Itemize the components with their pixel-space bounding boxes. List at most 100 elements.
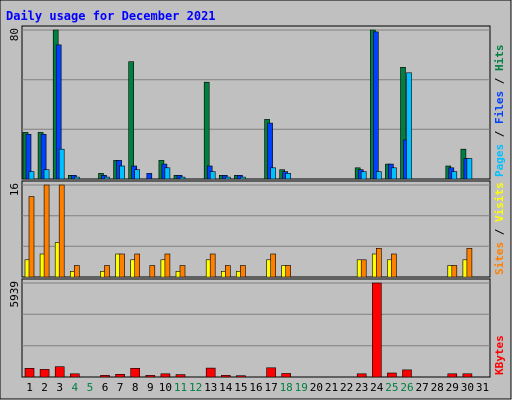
bar-kbytes-kbytes-18	[281, 373, 292, 378]
bar-visits-sites-6	[104, 265, 110, 278]
x-tick-label: 17	[264, 381, 277, 394]
bar-kbytes-kbytes-26	[402, 369, 412, 378]
x-tick-label: 19	[295, 381, 308, 394]
bar-kbytes-kbytes-29	[447, 373, 458, 378]
bar-kbytes-kbytes-15	[236, 375, 246, 378]
x-tick-label: 7	[117, 381, 124, 394]
x-tick-label: 14	[219, 381, 233, 394]
bar-hits-files-1	[25, 134, 32, 180]
x-tick-label: 24	[370, 381, 384, 394]
bar-kbytes-kbytes-2	[39, 369, 50, 378]
x-tick-label: 25	[385, 381, 398, 394]
bar-kbytes-kbytes-23	[356, 373, 367, 378]
chart-panels: 80 Pages / Files / Hits 16 Sites / Visits 59…	[8, 25, 506, 378]
x-tick-label: 5	[87, 381, 94, 394]
bar-visits-sites-24	[375, 248, 382, 278]
bar-hits-pages-2	[43, 169, 50, 180]
axis-label-part: Pages	[493, 144, 506, 177]
bar-kbytes-kbytes-9	[145, 375, 156, 378]
x-tick-label: 6	[102, 381, 109, 394]
x-tick-label: 16	[249, 381, 262, 394]
bar-hits-files-24	[372, 31, 379, 180]
bar-visits-sites-30	[466, 248, 473, 278]
bar-visits-sites-3	[58, 184, 65, 278]
panel-kbytes: 5939 KBytes	[8, 278, 506, 378]
bar-kbytes-kbytes-11	[175, 374, 186, 378]
x-tick-label: 13	[204, 381, 217, 394]
axis-label-part: Files	[493, 91, 506, 124]
x-axis-labels: 1 2 3 4 5 6 7 8 9 10 11 12 13 14 15 16 17 18 19 20 21 22 23 24 2…	[26, 381, 489, 394]
axis-label-visits: Sites / Visits	[493, 182, 506, 275]
y-max-label: 80	[8, 28, 21, 41]
bar-hits-pages-8	[134, 169, 140, 180]
bar-visits-sites-7	[119, 253, 125, 278]
x-tick-label: 2	[41, 381, 48, 394]
x-tick-label: 9	[147, 381, 154, 394]
panel-kbytes-plot	[21, 278, 491, 378]
bar-hits-pages-23	[360, 171, 367, 180]
bar-kbytes-kbytes-13	[205, 367, 216, 378]
bar-hits-hits-26	[400, 67, 406, 180]
bar-kbytes-kbytes-17	[266, 367, 276, 378]
bar-hits-pages-25	[391, 167, 397, 180]
bar-hits-pages-10	[164, 167, 171, 180]
bar-kbytes-kbytes-6	[100, 375, 110, 378]
x-tick-label: 15	[234, 381, 247, 394]
bar-hits-pages-26	[406, 72, 412, 180]
bar-visits-sites-29	[451, 265, 458, 278]
bar-visits-sites-2	[43, 184, 50, 278]
x-tick-label: 30	[461, 381, 474, 394]
axis-label-part: Sites	[493, 242, 506, 275]
bar-kbytes-kbytes-4	[70, 373, 80, 378]
bar-hits-pages-18	[285, 173, 292, 180]
x-tick-label: 4	[71, 381, 78, 394]
bar-visits-sites-17	[270, 253, 276, 278]
bar-hits-hits-13	[203, 81, 210, 180]
x-tick-label: 1	[26, 381, 33, 394]
axis-label-part: Hits	[493, 45, 506, 72]
bar-hits-pages-6	[104, 176, 110, 180]
x-tick-label: 26	[400, 381, 413, 394]
bar-hits-pages-3	[58, 148, 65, 180]
axis-label-part: Visits	[493, 182, 506, 222]
x-tick-label: 20	[310, 381, 323, 394]
bar-visits-sites-8	[134, 253, 140, 278]
panel-visits-plot	[21, 180, 491, 278]
y-max-label: 5939	[8, 281, 21, 308]
bar-hits-pages-30	[466, 158, 473, 180]
bar-kbytes-kbytes-1	[24, 367, 35, 378]
panel-hits: 80 Pages / Files / Hits	[8, 25, 506, 180]
x-tick-label: 10	[159, 381, 172, 394]
bar-hits-hits-8	[128, 61, 134, 180]
bar-visits-sites-4	[74, 265, 80, 278]
x-tick-label: 27	[415, 381, 428, 394]
bar-visits-sites-10	[164, 253, 171, 278]
axis-label-part: /	[493, 222, 506, 242]
bar-visits-sites-13	[209, 253, 216, 278]
axis-label-kbytes: KBytes	[493, 335, 506, 375]
axis-label-part: /	[493, 71, 506, 91]
bar-kbytes-kbytes-3	[54, 366, 65, 378]
bar-visits-sites-15	[240, 265, 246, 278]
bar-hits-files-2	[40, 134, 47, 180]
bar-visits-sites-1	[28, 196, 35, 278]
bar-hits-pages-4	[74, 176, 80, 180]
bar-hits-pages-13	[209, 171, 216, 180]
bar-visits-sites-11	[179, 265, 186, 278]
bar-hits-pages-11	[179, 176, 186, 180]
bar-visits-sites-25	[391, 253, 397, 278]
bar-kbytes-kbytes-25	[387, 372, 397, 378]
bar-hits-pages-14	[225, 176, 231, 180]
x-tick-label: 8	[132, 381, 139, 394]
bar-hits-pages-24	[375, 171, 382, 180]
bar-kbytes-kbytes-7	[115, 373, 125, 378]
bar-hits-pages-17	[270, 167, 276, 180]
axis-label-part: /	[493, 124, 506, 144]
x-tick-label: 28	[431, 381, 444, 394]
x-tick-label: 29	[446, 381, 459, 394]
bar-hits-files-9	[146, 173, 153, 180]
x-tick-label: 3	[56, 381, 63, 394]
bar-kbytes-kbytes-30	[462, 373, 473, 378]
x-tick-label: 22	[340, 381, 353, 394]
